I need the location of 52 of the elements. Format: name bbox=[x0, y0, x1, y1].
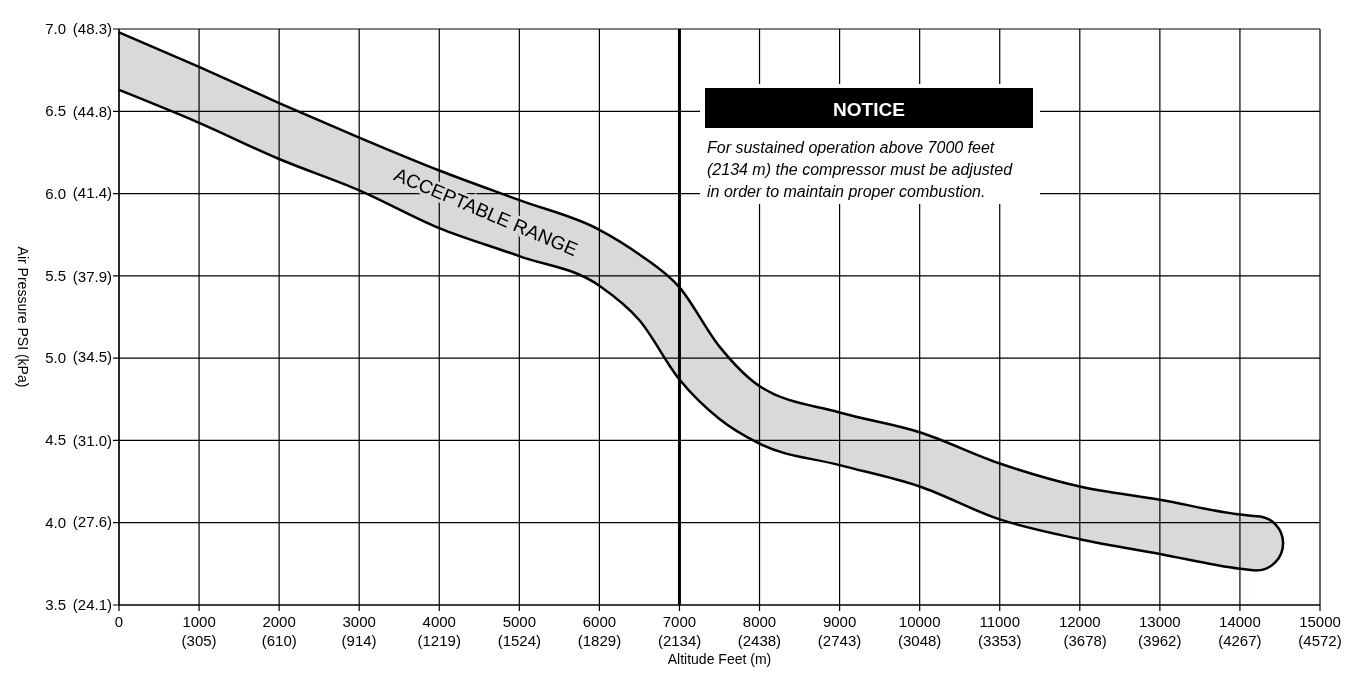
x2-tick-label: (3678) bbox=[1063, 632, 1107, 649]
x2-tick-label: (1219) bbox=[417, 632, 461, 649]
y2-tick-label: (37.9) bbox=[72, 267, 112, 285]
y2-tick-label: (48.3) bbox=[72, 20, 112, 37]
y-tick-label: 6.0 bbox=[45, 184, 66, 202]
x-tick-label: 5000 bbox=[502, 613, 537, 630]
x-tick-label: 1000 bbox=[182, 613, 216, 630]
x-axis-title: Altitude Feet (m) bbox=[667, 651, 772, 667]
x-tick-label: 15000 bbox=[1299, 613, 1341, 630]
x2-tick-label: (4267) bbox=[1218, 632, 1262, 649]
x-tick-label: 6000 bbox=[582, 613, 617, 630]
x-tick-label: 0 bbox=[114, 613, 124, 630]
x-tick-label: 10000 bbox=[898, 613, 941, 630]
x2-tick-label: (3962) bbox=[1138, 632, 1182, 649]
y-tick-label: 4.5 bbox=[45, 431, 66, 449]
y2-tick-label: (44.8) bbox=[72, 103, 112, 121]
y2-tick-label: (27.6) bbox=[72, 512, 112, 530]
x-tick-label: 4000 bbox=[422, 613, 456, 630]
annotation: For sustained operation above 7000 feet (2134 m) the compressor must be adjusted in order to maintain proper combustion. bbox=[707, 139, 1014, 200]
x-tick-label: 3000 bbox=[342, 613, 376, 630]
x2-tick-label: (2743) bbox=[817, 632, 862, 649]
x2-tick-label: (4572) bbox=[1298, 632, 1342, 649]
x2-tick-label: (2134) bbox=[657, 632, 702, 649]
y-tick-label: 5.5 bbox=[45, 266, 66, 284]
y2-tick-label: (31.0) bbox=[72, 431, 112, 449]
x2-tick-label: (610) bbox=[261, 632, 297, 649]
y-tick-label: 5.0 bbox=[45, 349, 66, 367]
y-tick-label: 4.0 bbox=[45, 513, 66, 531]
x-tick-label: 2000 bbox=[262, 613, 296, 630]
x-tick-label: 11000 bbox=[979, 613, 1021, 630]
x2-tick-label: (914) bbox=[341, 632, 377, 649]
y-tick-label: 3.5 bbox=[45, 596, 66, 613]
x2-tick-label: (3048) bbox=[897, 632, 942, 649]
x-tick-label: 7000 bbox=[662, 613, 697, 630]
x2-tick-label: (2438) bbox=[737, 632, 782, 649]
x-tick-label: 8000 bbox=[742, 613, 777, 630]
y-axis-title: Air Pressure PSI (kPa) bbox=[15, 246, 31, 388]
x-tick-label: 9000 bbox=[822, 613, 857, 630]
x-tick-label: 12000 bbox=[1058, 613, 1101, 630]
y-tick-label: 6.5 bbox=[45, 102, 66, 120]
notice-box: NOTICE For sustained operation above 7000 feet (2134 m) the compressor must be adjusted in order to maintain proper combustion. bbox=[700, 84, 1040, 204]
x-tick-label: 14000 bbox=[1219, 613, 1261, 630]
x2-tick-label: (305) bbox=[181, 632, 217, 649]
x2-tick-label: (3353) bbox=[978, 632, 1022, 649]
x2-tick-label: (1829) bbox=[577, 632, 622, 649]
annotation: NOTICE bbox=[833, 99, 905, 120]
y2-tick-label: (41.4) bbox=[72, 184, 112, 202]
x2-tick-label: (1524) bbox=[497, 632, 542, 649]
x-tick-label: 13000 bbox=[1139, 613, 1181, 630]
y2-tick-label: (34.5) bbox=[72, 348, 112, 366]
y-tick-label: 7.0 bbox=[45, 20, 66, 37]
y2-tick-label: (24.1) bbox=[72, 596, 112, 613]
